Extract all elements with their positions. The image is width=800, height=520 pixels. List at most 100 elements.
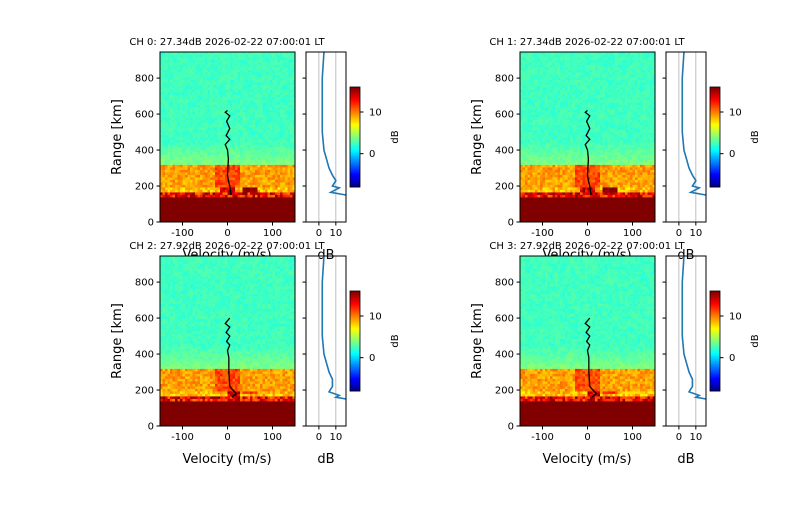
heatmap-cell	[210, 152, 213, 155]
heatmap-cell	[282, 114, 286, 118]
heatmap-cell	[620, 194, 623, 198]
heatmap-cell	[217, 97, 221, 100]
heatmap-cell	[235, 102, 238, 105]
heatmap-cell	[187, 162, 191, 165]
heatmap-cell	[222, 104, 226, 108]
heatmap-cell	[160, 122, 163, 125]
heatmap-cell	[255, 99, 258, 103]
heatmap-cell	[275, 102, 278, 105]
heatmap-cell	[287, 117, 291, 120]
heatmap-cell	[192, 59, 196, 63]
heatmap-cell	[567, 187, 571, 190]
heatmap-cell	[277, 104, 281, 108]
heatmap-cell	[195, 212, 198, 215]
heatmap-cell	[222, 114, 226, 118]
heatmap-cell	[620, 202, 623, 205]
heatmap-cell	[230, 177, 233, 180]
heatmap-cell	[240, 109, 243, 113]
heatmap-cell	[247, 139, 251, 143]
heatmap-cell	[232, 79, 236, 83]
heatmap-cell	[630, 169, 633, 173]
heatmap-cell	[165, 104, 168, 108]
heatmap-cell	[272, 144, 276, 148]
heatmap-cell	[595, 207, 598, 210]
heatmap-cell	[547, 207, 551, 210]
heatmap-cell	[622, 192, 626, 195]
heatmap-cell	[240, 92, 243, 95]
heatmap-cell	[565, 202, 568, 205]
heatmap-cell	[160, 99, 163, 103]
heatmap-cell	[582, 174, 586, 178]
heatmap-cell	[195, 112, 198, 115]
heatmap-cell	[270, 154, 273, 158]
heatmap-cell	[257, 117, 261, 120]
heatmap-cell	[247, 107, 251, 110]
heatmap-cell	[575, 192, 578, 195]
heatmap-cell	[237, 169, 241, 173]
heatmap-cell	[262, 179, 266, 183]
heatmap-cell	[172, 197, 176, 200]
heatmap-cell	[277, 147, 281, 150]
heatmap-cell	[530, 219, 533, 223]
heatmap-cell	[237, 189, 241, 193]
heatmap-cell	[290, 59, 293, 63]
heatmap-cell	[177, 212, 181, 215]
heatmap-cell	[607, 189, 611, 193]
heatmap-cell	[272, 122, 276, 125]
heatmap-cell	[272, 64, 276, 68]
heatmap-cell	[207, 209, 211, 213]
heatmap-cell	[617, 177, 621, 180]
heatmap-cell	[267, 169, 271, 173]
heatmap-cell	[177, 104, 181, 108]
heatmap-cell	[277, 52, 281, 55]
heatmap-cell	[292, 187, 296, 190]
heatmap-cell	[530, 164, 533, 168]
heatmap-cell	[210, 149, 213, 153]
heatmap-cell	[202, 117, 206, 120]
heatmap-cell	[277, 134, 281, 138]
heatmap-cell	[160, 219, 163, 223]
heatmap-cell	[265, 112, 268, 115]
heatmap-cell	[220, 154, 223, 158]
heatmap-cell	[240, 84, 243, 88]
heatmap-cell	[160, 114, 163, 118]
heatmap-cell	[595, 164, 598, 168]
heatmap-cell	[220, 134, 223, 138]
heatmap-cell	[190, 199, 193, 203]
heatmap-cell	[220, 64, 223, 68]
heatmap-cell	[260, 112, 263, 115]
heatmap-cell	[245, 87, 248, 90]
heatmap-cell	[270, 167, 273, 170]
heatmap-cell	[190, 162, 193, 165]
heatmap-cell	[522, 182, 526, 185]
heatmap-cell	[610, 194, 613, 198]
heatmap-cell	[217, 207, 221, 210]
heatmap-cell	[190, 174, 193, 178]
heatmap-cell	[635, 219, 638, 223]
heatmap-cell	[225, 99, 228, 103]
heatmap-cell	[287, 94, 291, 98]
heatmap-cell	[635, 197, 638, 200]
heatmap-cell	[287, 132, 291, 135]
heatmap-cell	[235, 79, 238, 83]
heatmap-cell	[180, 74, 183, 78]
heatmap-cell	[530, 192, 533, 195]
heatmap-cell	[280, 52, 283, 55]
heatmap-cell	[230, 107, 233, 110]
heatmap-cell	[267, 124, 271, 128]
heatmap-cell	[292, 84, 296, 88]
heatmap-cell	[280, 184, 283, 188]
heatmap-cell	[232, 132, 236, 135]
heatmap-cell	[215, 129, 218, 133]
heatmap-cell	[277, 182, 281, 185]
heatmap-cell	[270, 109, 273, 113]
heatmap-cell	[632, 179, 636, 183]
heatmap-cell	[190, 89, 193, 93]
heatmap-cell	[160, 192, 163, 195]
heatmap-cell	[170, 87, 173, 90]
heatmap-cell	[232, 162, 236, 165]
heatmap-cell	[617, 164, 621, 168]
heatmap-cell	[287, 159, 291, 163]
heatmap-cell	[255, 217, 258, 220]
heatmap-cell	[587, 204, 591, 208]
